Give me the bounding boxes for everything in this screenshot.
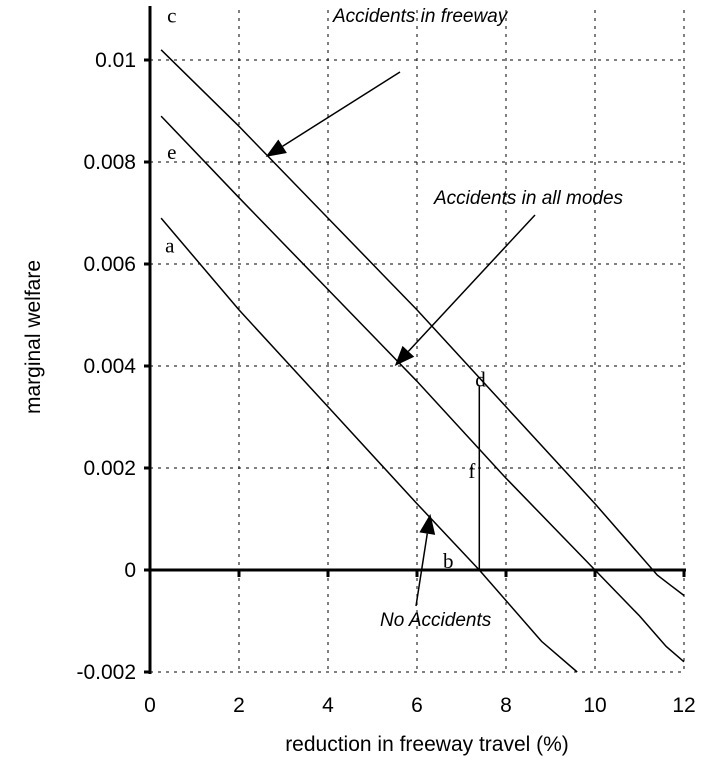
y-tick-label: 0.002 xyxy=(83,457,136,480)
series-line-a xyxy=(160,217,578,673)
x-axis-title: reduction in freeway travel (%) xyxy=(285,733,569,756)
x-tick-label: 10 xyxy=(583,694,606,717)
annotation-label: Accidents in all modes xyxy=(433,188,624,209)
annotations: Accidents in freeway Accidents in all mod… xyxy=(265,6,624,631)
x-tick-label: 0 xyxy=(144,694,156,717)
y-tick-label: 0.004 xyxy=(83,355,136,378)
series-line-c xyxy=(160,49,685,597)
x-tick-label: 2 xyxy=(233,694,245,717)
y-tick-label: 0 xyxy=(124,559,136,582)
y-axis-title: marginal welfare xyxy=(22,260,45,414)
tick-labels: 0 2 4 6 8 10 12 -0.002 0 0.002 0.004 0.006 0.008 0.01 xyxy=(76,49,695,717)
annotation-arrow xyxy=(282,71,401,147)
arrow-head xyxy=(394,345,415,366)
x-tick-label: 4 xyxy=(322,694,334,717)
arrow-head xyxy=(419,513,436,535)
arrow-head xyxy=(265,139,287,157)
annotation-arrow xyxy=(415,533,429,607)
point-labels: c e a d f b xyxy=(165,3,486,573)
annotation-label: Accidents in freeway xyxy=(332,6,509,27)
point-label-d: d xyxy=(475,367,486,391)
point-label-f: f xyxy=(468,459,475,483)
x-tick-label: 6 xyxy=(411,694,423,717)
y-tick-label: 0.006 xyxy=(83,253,136,276)
axes xyxy=(144,6,686,674)
point-label-e: e xyxy=(167,140,176,164)
annotation-arrow xyxy=(407,214,536,352)
y-tick-label: 0.01 xyxy=(95,49,136,72)
point-label-b: b xyxy=(443,549,454,573)
x-tick-label: 12 xyxy=(672,694,695,717)
series-line-e xyxy=(160,115,685,663)
point-label-c: c xyxy=(167,3,176,27)
series-lines xyxy=(160,49,685,673)
x-tick-label: 8 xyxy=(500,694,512,717)
point-label-a: a xyxy=(165,234,175,258)
y-tick-label: 0.008 xyxy=(83,151,136,174)
annotation-label: No Accidents xyxy=(380,610,492,631)
y-tick-label: -0.002 xyxy=(76,661,136,684)
